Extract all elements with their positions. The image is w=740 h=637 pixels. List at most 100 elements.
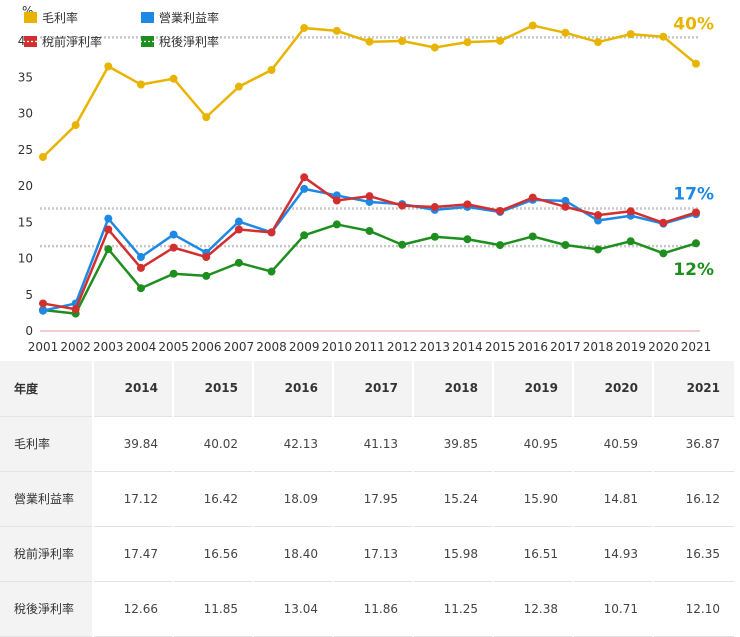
data-point[interactable] [561, 202, 570, 211]
data-point[interactable] [496, 206, 505, 215]
legend-label[interactable]: 稅前淨利率 [42, 34, 102, 49]
data-point[interactable] [692, 208, 700, 217]
y-axis-unit: % [22, 4, 33, 18]
data-point[interactable] [169, 243, 178, 252]
table-header-year: 2017 [333, 361, 414, 416]
data-point[interactable] [692, 239, 700, 248]
table-cell: 14.81 [573, 471, 654, 526]
table-header-year: 2020 [573, 361, 654, 416]
x-tick-label: 2021 [681, 340, 712, 354]
table-cell: 40.59 [573, 416, 654, 471]
data-point[interactable] [463, 235, 472, 244]
legend-label[interactable]: 營業利益率 [159, 10, 219, 25]
data-point[interactable] [496, 36, 505, 45]
data-point[interactable] [136, 80, 145, 89]
x-tick-label: 2004 [126, 340, 157, 354]
data-point[interactable] [430, 43, 439, 52]
data-point[interactable] [332, 220, 341, 229]
data-point[interactable] [561, 28, 570, 37]
data-point[interactable] [39, 153, 47, 161]
data-point[interactable] [104, 245, 113, 254]
series-end-label: 12% [673, 260, 714, 280]
data-point[interactable] [692, 59, 700, 68]
data-point[interactable] [267, 66, 276, 74]
data-point[interactable] [136, 253, 145, 262]
data-point[interactable] [430, 232, 439, 241]
data-point[interactable] [659, 218, 668, 227]
data-point[interactable] [234, 217, 243, 226]
data-point[interactable] [39, 299, 47, 308]
data-point[interactable] [626, 237, 635, 246]
x-tick-label: 2017 [550, 340, 581, 354]
data-point[interactable] [71, 121, 80, 130]
legend-label[interactable]: 稅後淨利率 [159, 34, 219, 49]
table-row-label: 營業利益率 [0, 471, 94, 526]
data-point[interactable] [365, 226, 374, 235]
x-tick-label: 2018 [583, 340, 614, 354]
data-point[interactable] [104, 62, 113, 71]
data-point[interactable] [104, 225, 113, 234]
data-point[interactable] [267, 267, 276, 276]
data-point[interactable] [659, 32, 668, 41]
data-point[interactable] [561, 241, 570, 250]
table-header-year: 2018 [413, 361, 494, 416]
data-point[interactable] [104, 214, 113, 223]
data-point[interactable] [398, 240, 407, 249]
data-point[interactable] [300, 231, 309, 240]
data-point[interactable] [528, 193, 537, 202]
y-tick-label: 25 [18, 143, 33, 157]
data-point[interactable] [626, 207, 635, 216]
data-point[interactable] [169, 230, 178, 239]
legend-label[interactable]: 毛利率 [42, 10, 78, 25]
data-point[interactable] [528, 232, 537, 241]
legend-swatch [141, 36, 154, 47]
x-tick-label: 2012 [387, 340, 418, 354]
data-point[interactable] [234, 225, 243, 234]
table-cell: 16.51 [493, 526, 574, 581]
data-point[interactable] [202, 113, 211, 122]
data-point[interactable] [300, 184, 309, 193]
data-point[interactable] [332, 196, 341, 205]
data-point[interactable] [71, 305, 80, 314]
table-row: 毛利率 39.84 40.02 42.13 41.13 39.85 40.95 40.59 36… [0, 416, 734, 471]
data-point[interactable] [496, 241, 505, 250]
data-point[interactable] [234, 258, 243, 267]
data-point[interactable] [39, 306, 47, 315]
data-point[interactable] [136, 263, 145, 272]
table-cell: 40.02 [173, 416, 254, 471]
table-cell: 18.40 [253, 526, 334, 581]
data-point[interactable] [169, 269, 178, 278]
table-cell: 42.13 [253, 416, 334, 471]
table-cell: 18.09 [253, 471, 334, 526]
y-tick-label: 35 [18, 70, 33, 84]
data-point[interactable] [561, 196, 570, 205]
data-point[interactable] [365, 37, 374, 46]
data-point[interactable] [594, 245, 603, 254]
data-point[interactable] [463, 200, 472, 209]
data-point[interactable] [202, 253, 211, 262]
data-point[interactable] [528, 21, 537, 30]
data-point[interactable] [267, 228, 276, 237]
data-point[interactable] [594, 38, 603, 47]
data-point[interactable] [659, 249, 668, 258]
table-header-year: 2019 [493, 361, 574, 416]
data-point[interactable] [430, 203, 439, 212]
data-point[interactable] [332, 26, 341, 35]
data-point[interactable] [300, 173, 309, 182]
data-point[interactable] [202, 271, 211, 280]
data-point[interactable] [136, 284, 145, 293]
data-point[interactable] [365, 197, 374, 206]
data-point[interactable] [169, 74, 178, 83]
table-row: 稅後淨利率 12.66 11.85 13.04 11.86 11.25 12.38 10.71… [0, 581, 734, 636]
data-point[interactable] [300, 23, 309, 32]
data-point[interactable] [234, 82, 243, 91]
data-point[interactable] [594, 211, 603, 220]
data-point[interactable] [626, 30, 635, 39]
data-point[interactable] [398, 201, 407, 210]
data-point[interactable] [365, 192, 374, 201]
data-point[interactable] [463, 38, 472, 47]
x-tick-label: 2005 [158, 340, 189, 354]
data-point[interactable] [398, 37, 407, 45]
series-end-label: 40% [673, 14, 714, 34]
legend-swatch [24, 12, 37, 23]
